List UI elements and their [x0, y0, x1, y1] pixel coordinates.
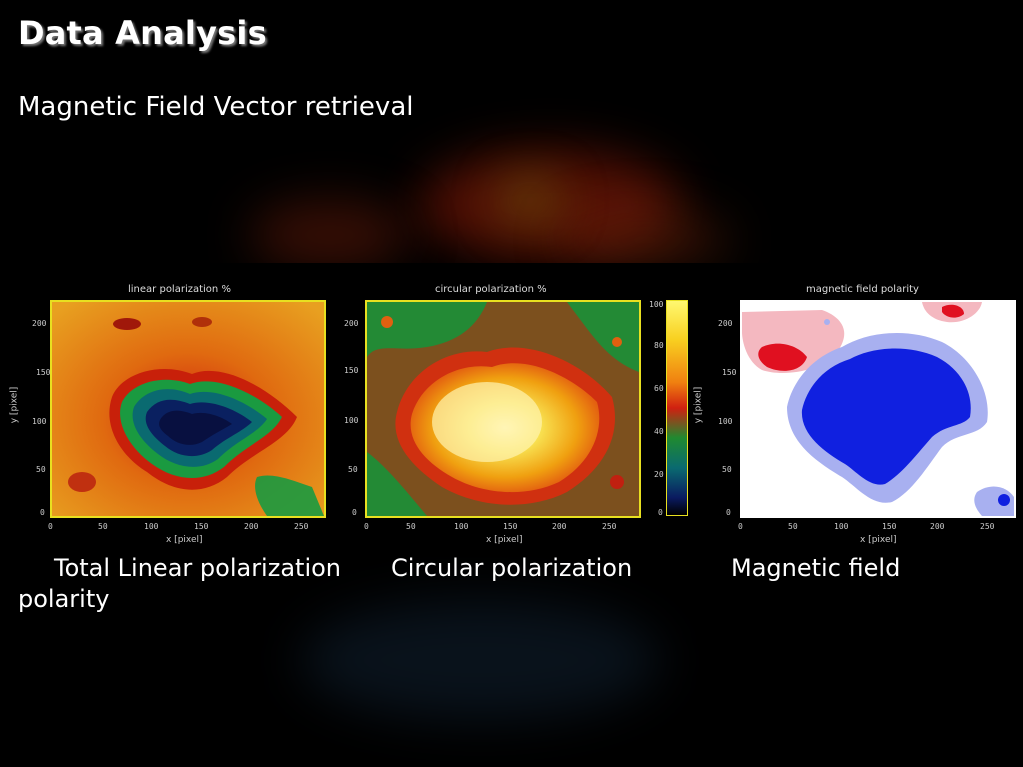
x-tick: 50 [406, 522, 416, 531]
x-tick: 150 [503, 522, 518, 531]
colorbar-tick: 40 [654, 427, 664, 436]
y-tick: 200 [718, 319, 733, 328]
linear-polarization-map [50, 300, 326, 518]
y-tick: 0 [352, 508, 357, 517]
x-tick: 250 [294, 522, 309, 531]
caption-magnetic: Magnetic field [731, 554, 901, 582]
magnetic-field-plot: magnetic field polarity y [pixel] 200 15… [693, 282, 1023, 552]
y-tick: 0 [40, 508, 45, 517]
x-tick: 100 [144, 522, 159, 531]
caption-circular: Circular polarization [391, 554, 633, 582]
x-tick: 200 [930, 522, 945, 531]
x-tick: 150 [194, 522, 209, 531]
x-tick: 0 [738, 522, 743, 531]
plot-title: magnetic field polarity [806, 284, 919, 295]
y-axis-label: y [pixel] [9, 386, 20, 424]
caption-polarity: polarity [18, 585, 110, 613]
caption-linear: Total Linear polarization [54, 554, 342, 582]
colorbar-tick: 0 [658, 508, 663, 517]
slide-title: Data Analysis [18, 14, 267, 52]
x-tick: 250 [602, 522, 617, 531]
x-axis-label: x [pixel] [860, 535, 897, 545]
x-tick: 150 [882, 522, 897, 531]
y-tick: 150 [722, 368, 737, 377]
magnetic-polarity-map [740, 300, 1016, 518]
plot-title: linear polarization % [128, 284, 231, 295]
y-tick: 150 [36, 368, 51, 377]
y-tick: 200 [32, 319, 47, 328]
x-tick: 50 [98, 522, 108, 531]
y-axis-label: y [pixel] [693, 386, 704, 424]
circular-polarization-map [365, 300, 641, 518]
x-tick: 200 [244, 522, 259, 531]
colorbar-tick: 20 [654, 470, 664, 479]
background-glow [300, 600, 660, 720]
colorbar-tick: 60 [654, 384, 664, 393]
y-tick: 100 [344, 416, 359, 425]
y-tick: 50 [722, 465, 732, 474]
plot-title: circular polarization % [435, 284, 547, 295]
x-tick: 100 [454, 522, 469, 531]
colorbar [666, 300, 688, 516]
x-axis-label: x [pixel] [486, 535, 523, 545]
x-tick: 100 [834, 522, 849, 531]
x-tick: 250 [980, 522, 995, 531]
x-tick: 0 [364, 522, 369, 531]
y-tick: 200 [344, 319, 359, 328]
y-tick: 0 [726, 508, 731, 517]
y-tick: 100 [32, 417, 47, 426]
circular-polarization-plot: circular polarization % 200 150 100 50 0 [340, 282, 690, 552]
x-tick: 50 [788, 522, 798, 531]
x-tick: 200 [552, 522, 567, 531]
background-glow [560, 210, 730, 270]
y-tick: 50 [36, 465, 46, 474]
y-tick: 100 [718, 417, 733, 426]
y-tick: 50 [348, 465, 358, 474]
background-glow [500, 180, 560, 220]
x-tick: 0 [48, 522, 53, 531]
colorbar-tick: 100 [649, 300, 664, 309]
linear-polarization-plot: linear polarization % y [pixel] 200 150 … [9, 282, 330, 552]
background-glow [250, 200, 410, 270]
colorbar-tick: 80 [654, 341, 664, 350]
y-tick: 150 [344, 366, 359, 375]
x-axis-label: x [pixel] [166, 535, 203, 545]
slide-subtitle: Magnetic Field Vector retrieval [18, 92, 414, 122]
